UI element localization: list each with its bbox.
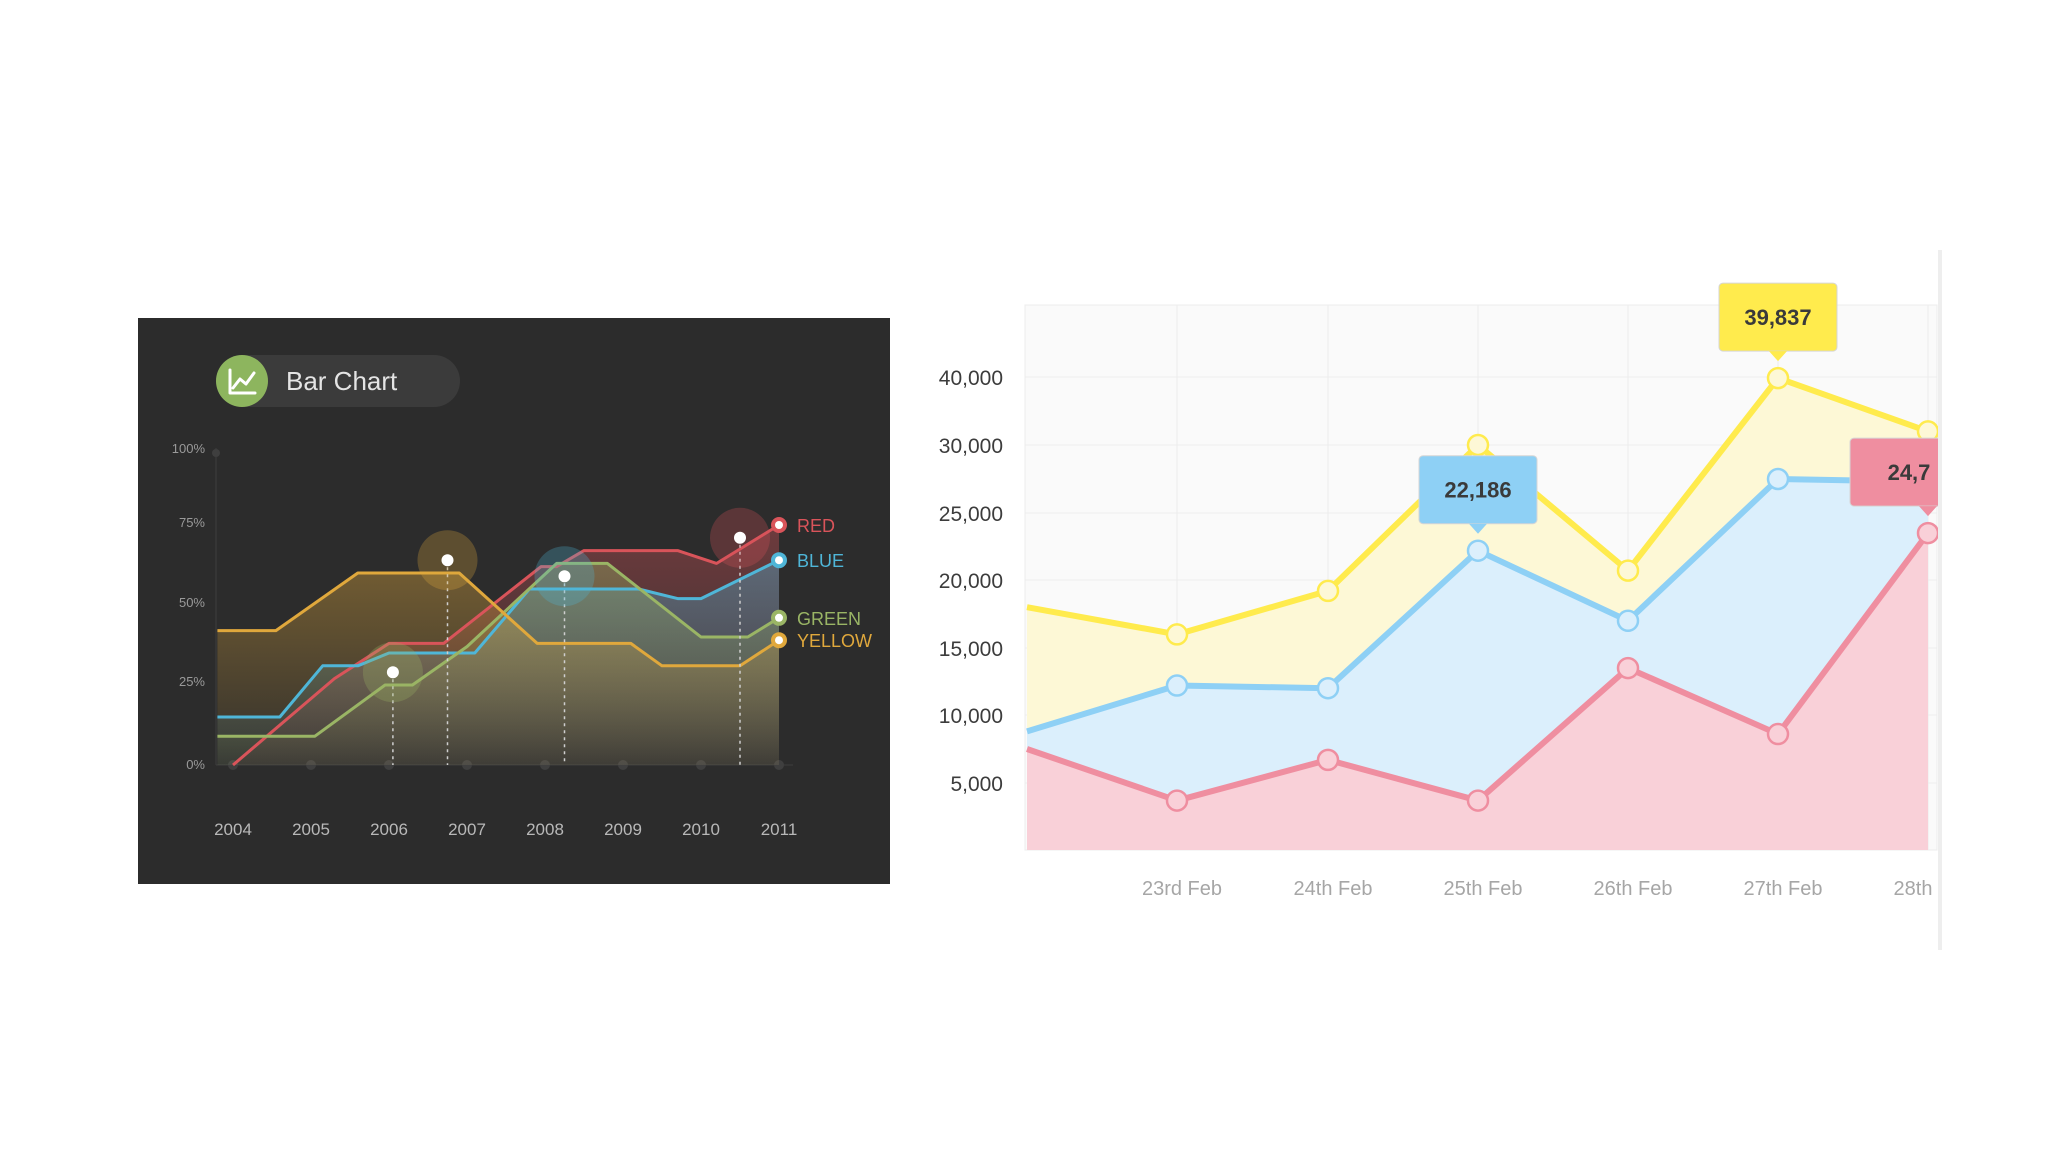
data-point <box>1616 609 1640 633</box>
data-point <box>1165 789 1189 812</box>
data-point <box>1916 521 1940 545</box>
y-tick-label: 25,000 <box>939 503 1003 526</box>
tooltip-pointer <box>1469 523 1487 534</box>
data-point <box>1616 559 1640 582</box>
data-point <box>1466 433 1490 457</box>
y-tick-label: 40,000 <box>939 367 1003 390</box>
series-line-red <box>232 523 780 767</box>
chart-title: Bar Chart <box>286 366 398 396</box>
chart-title-pill <box>216 355 460 407</box>
series-line-yellow <box>217 571 780 668</box>
x-tick-label: 26th Feb <box>1594 878 1673 900</box>
legend-label: BLUE <box>797 551 844 571</box>
data-point <box>1316 676 1340 700</box>
y-tick-label: 30,000 <box>939 435 1003 458</box>
data-point <box>1316 748 1340 772</box>
tooltip-value: 39,837 <box>1744 305 1811 330</box>
x-tick-label: 2008 <box>526 820 564 839</box>
series-line-green <box>217 561 780 738</box>
highlight-point <box>734 531 746 544</box>
tooltip-box <box>1849 437 1940 507</box>
x-tick-label: 2006 <box>370 820 408 839</box>
x-tick-label: 2009 <box>604 820 642 839</box>
x-tick-label: 27th Feb <box>1744 878 1823 900</box>
x-tick-label: 2010 <box>682 820 720 839</box>
legend-label: YELLOW <box>797 631 872 651</box>
x-tick-label: 2005 <box>292 820 330 839</box>
tooltip-pointer <box>1919 506 1937 517</box>
legend-label: RED <box>797 516 835 536</box>
data-point <box>1766 467 1790 491</box>
x-tick-label: 28th Feb <box>1894 878 1940 900</box>
light-area-chart-svg: 5,000 10,000 15,000 20,000 25,000 30,000 40,00… <box>939 282 1940 900</box>
y-tick-label: 5,000 <box>950 773 1003 796</box>
y-tick-label: 50% <box>179 595 205 610</box>
y-tick-label: 75% <box>179 515 205 530</box>
legend-marker-center <box>775 521 783 529</box>
x-tick-label: 2007 <box>448 820 486 839</box>
highlight-point <box>441 554 454 567</box>
y-tick-label: 10,000 <box>939 705 1003 728</box>
light-area-chart: 5,000 10,000 15,000 20,000 25,000 30,000 40,00… <box>900 250 1940 960</box>
legend-label: GREEN <box>797 609 861 629</box>
x-tick-label: 23rd Feb <box>1142 878 1222 900</box>
dark-line-chart-svg: Bar Chart 0% 25% 50% 75% 100% 2004 2005 2006 2007… <box>172 355 872 839</box>
y-tick-label: 20,000 <box>939 570 1003 593</box>
series-line-blue <box>217 558 780 719</box>
tooltip-box <box>1418 455 1538 525</box>
data-point <box>1165 674 1189 697</box>
tooltip-pointer <box>1769 351 1787 362</box>
data-point <box>1466 539 1490 562</box>
y-tick-label: 15,000 <box>939 638 1003 661</box>
x-tick-label: 24th Feb <box>1294 878 1373 900</box>
data-point <box>1316 579 1340 603</box>
data-point <box>1616 656 1640 680</box>
legend-marker-center <box>775 613 783 622</box>
x-tick-label: 25th Feb <box>1444 878 1523 900</box>
data-point <box>1466 789 1490 812</box>
data-point <box>1766 722 1790 746</box>
right-edge-divider <box>1938 250 1942 950</box>
x-tick-label: 2004 <box>214 820 252 839</box>
legend-marker-center <box>775 636 783 645</box>
line-chart-icon-glyph <box>228 368 257 395</box>
x-tick-label: 2011 <box>761 820 798 839</box>
data-point <box>1766 366 1790 390</box>
y-axis-dot <box>212 449 220 457</box>
y-tick-label: 100% <box>172 441 206 456</box>
y-tick-label: 0% <box>186 757 205 772</box>
dark-line-chart: Bar Chart 0% 25% 50% 75% 100% 2004 2005 2006 2007… <box>138 318 890 884</box>
area-fill-2 <box>1027 533 1928 850</box>
data-point <box>1165 623 1189 646</box>
legend-marker-center <box>775 556 783 565</box>
highlight-point <box>558 570 571 583</box>
tooltip-value: 22,186 <box>1444 478 1511 503</box>
series-area-yellow <box>217 573 779 765</box>
y-tick-label: 25% <box>179 674 205 689</box>
highlight-point <box>386 666 399 679</box>
tooltip-value: 24,7 <box>1888 460 1931 485</box>
